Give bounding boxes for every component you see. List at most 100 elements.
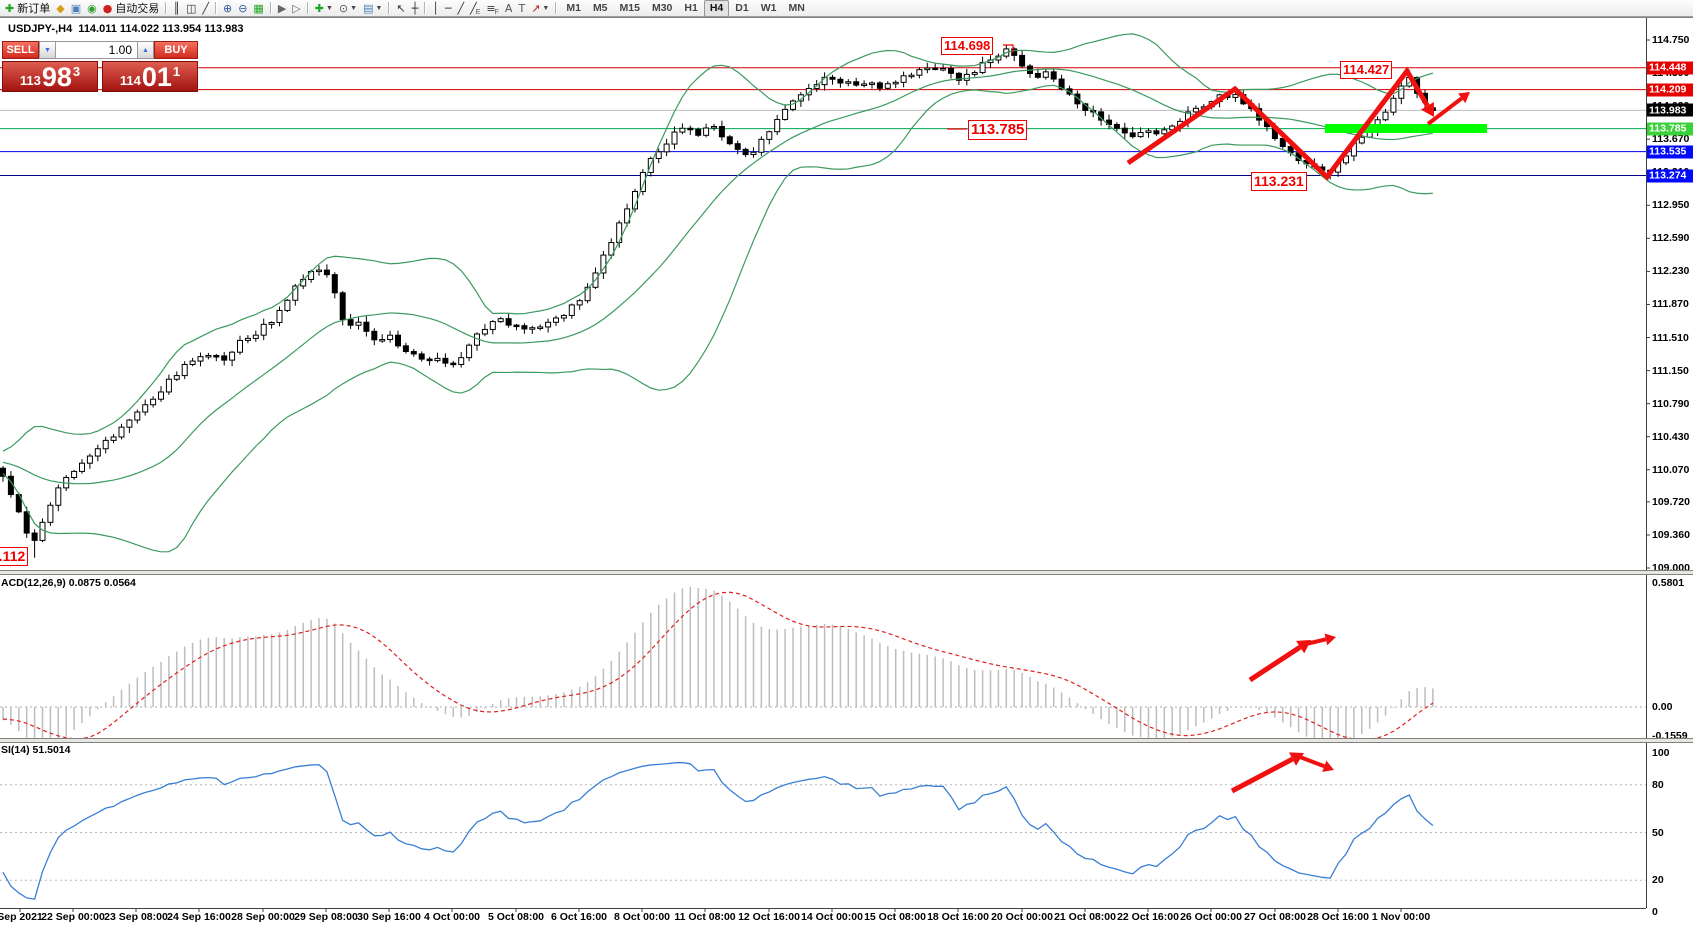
time-axis-label: 11 Oct 08:00	[674, 911, 736, 923]
buy-button[interactable]: BUY	[154, 41, 198, 59]
bar-chart-icon: ║	[173, 1, 180, 15]
price-axis-tick: 109.360	[1652, 528, 1690, 541]
gold-icon: ◆	[56, 1, 65, 15]
terminal-icon[interactable]: ▣	[68, 1, 84, 16]
toolbar-separator	[555, 2, 558, 14]
rsi-axis-label: 0	[1652, 906, 1658, 918]
time-axis-label: 14 Oct 00:00	[801, 911, 863, 923]
bid-sup: 3	[72, 64, 81, 79]
time-axis-label: 28 Oct 16:00	[1307, 911, 1369, 923]
timeframe-m15-button[interactable]: M15	[619, 2, 640, 14]
periods-button: ⊙	[338, 1, 349, 15]
ask-sup: 1	[172, 64, 181, 79]
ask-main: 01	[141, 62, 172, 93]
channel-icon[interactable]: ╱ E	[467, 1, 483, 16]
bar-chart-icon[interactable]: ║	[170, 1, 183, 16]
autotrade-button-label: 自动交易	[115, 3, 160, 15]
tile-windows-icon[interactable]: ▦	[250, 1, 266, 16]
rsi-axis-label: 100	[1652, 747, 1670, 759]
arrows-icon[interactable]: ↗ ▼	[528, 1, 552, 16]
text-label-icon: T	[518, 1, 526, 15]
indicators-button[interactable]: ✚ ▼	[312, 1, 336, 16]
macd-indicator-label: ACD(12,26,9) 0.0875 0.0564	[1, 577, 136, 589]
timeframe-h4-button[interactable]: H4	[703, 0, 730, 17]
quote-ohlc: USDJPY-,H4 114.011 114.022 113.954 113.9…	[8, 23, 244, 35]
periods-button-dropdown-icon: ▼	[350, 4, 358, 12]
time-axis-label: 27 Oct 08:00	[1244, 911, 1306, 923]
crosshair-icon[interactable]: ┼	[409, 1, 422, 16]
horizontal-line-icon[interactable]: ─	[442, 1, 455, 16]
autotrade-button[interactable]: ● 自动交易	[100, 1, 163, 16]
volume-input[interactable]: 1.00	[56, 41, 137, 59]
level-price-badge: 113.535	[1647, 145, 1693, 159]
toolbar-separator	[306, 2, 309, 14]
time-axis-label: 8 Oct 00:00	[613, 911, 671, 923]
main-toolbar: ✚ 新订单 ◆ ▣ ◉ ● 自动交易 ║ ◫ ╱ ⊕ ⊖ ▦ ▶ ▷ ✚ ▼ ⊙ ▼ ▤ ▼ ↖ ┼ │ ─ ╱ ╱ E ≡ F A T ↗ ▼ M…	[0, 0, 1693, 17]
time-axis-label: 18 Oct 16:00	[927, 911, 989, 923]
templates-button-dropdown-icon: ▼	[375, 4, 383, 12]
trendline-icon[interactable]: ╱	[455, 1, 468, 16]
timeframe-m30-button[interactable]: M30	[651, 2, 673, 14]
channel-icon-sub: E	[475, 8, 481, 16]
time-axis-label: 12 Oct 16:00	[738, 911, 800, 923]
signals-icon: ◉	[87, 1, 97, 15]
price-axis-tick: 113.670	[1652, 133, 1690, 146]
tile-windows-icon: ▦	[253, 1, 264, 15]
volume-increase-button[interactable]: ▲	[137, 41, 154, 59]
sell-button[interactable]: SELL	[2, 41, 39, 59]
text-icon[interactable]: A	[502, 1, 516, 16]
autotrade-button: ●	[102, 1, 113, 15]
line-chart-icon: ╱	[202, 1, 209, 15]
signals-icon[interactable]: ◉	[84, 1, 100, 16]
vertical-line-icon[interactable]: │	[429, 1, 442, 16]
line-chart-icon[interactable]: ╱	[199, 1, 212, 16]
price-axis-tick: 110.070	[1652, 463, 1690, 476]
timeframe-h1-button[interactable]: H1	[684, 2, 698, 14]
price-axis-tick: 112.230	[1652, 265, 1690, 278]
horizontal-line-icon: ─	[444, 1, 452, 15]
time-axis-label: 22 Sep 00:00	[41, 911, 105, 923]
vertical-line-icon: │	[432, 1, 439, 15]
auto-scroll-icon[interactable]: ▶	[275, 1, 289, 16]
time-axis-label: 28 Sep 00:00	[231, 911, 295, 923]
templates-button[interactable]: ▤ ▼	[360, 1, 385, 16]
cursor-icon[interactable]: ↖	[393, 1, 408, 16]
candle-chart-icon[interactable]: ◫	[183, 1, 199, 16]
periods-button[interactable]: ⊙ ▼	[336, 1, 360, 16]
time-axis-label: 15 Oct 08:00	[864, 911, 926, 923]
level-price-badge: 113.274	[1647, 169, 1693, 183]
timeframe-d1-button[interactable]: D1	[735, 2, 749, 14]
templates-button: ▤	[363, 1, 374, 15]
fibonacci-icon[interactable]: ≡ F	[483, 1, 502, 16]
trendline-icon: ╱	[457, 1, 465, 15]
timeframe-w1-button[interactable]: W1	[760, 2, 777, 14]
chart-shift-icon[interactable]: ▷	[289, 1, 303, 16]
text-label-icon[interactable]: T	[515, 1, 528, 16]
ask-price-box[interactable]: 114 01 1	[102, 61, 198, 92]
level-price-badge: 114.209	[1647, 83, 1693, 97]
macd-panel-splitter[interactable]	[0, 570, 1693, 575]
price-axis-tick: 109.720	[1652, 495, 1690, 508]
price-callout-label: 9.112	[0, 547, 29, 566]
gold-icon[interactable]: ◆	[53, 1, 67, 16]
timeframe-m5-button[interactable]: M5	[592, 2, 608, 14]
macd-axis-label: 0.5801	[1652, 577, 1685, 589]
zoom-in-icon[interactable]: ⊕	[220, 1, 235, 16]
time-axis-label: 29 Sep 08:00	[294, 911, 358, 923]
toolbar-separator	[269, 2, 272, 14]
volume-decrease-button[interactable]: ▼	[39, 41, 56, 59]
timeframe-m1-button[interactable]: M1	[566, 2, 581, 14]
new-order-button[interactable]: ✚ 新订单	[2, 1, 53, 16]
new-order-button: ✚	[5, 1, 15, 15]
new-order-button-label: 新订单	[17, 3, 51, 15]
time-axis-label: 6 Oct 16:00	[550, 911, 608, 923]
zoom-out-icon[interactable]: ⊖	[235, 1, 250, 16]
time-axis-label: 23 Sep 08:00	[104, 911, 168, 923]
timeframe-mn-button[interactable]: MN	[788, 2, 805, 14]
rsi-panel-splitter[interactable]	[0, 738, 1693, 743]
time-axis-label: 4 Oct 00:00	[423, 911, 481, 923]
time-axis-label: 22 Oct 16:00	[1117, 911, 1179, 923]
bid-price-box[interactable]: 113 98 3	[2, 61, 98, 92]
